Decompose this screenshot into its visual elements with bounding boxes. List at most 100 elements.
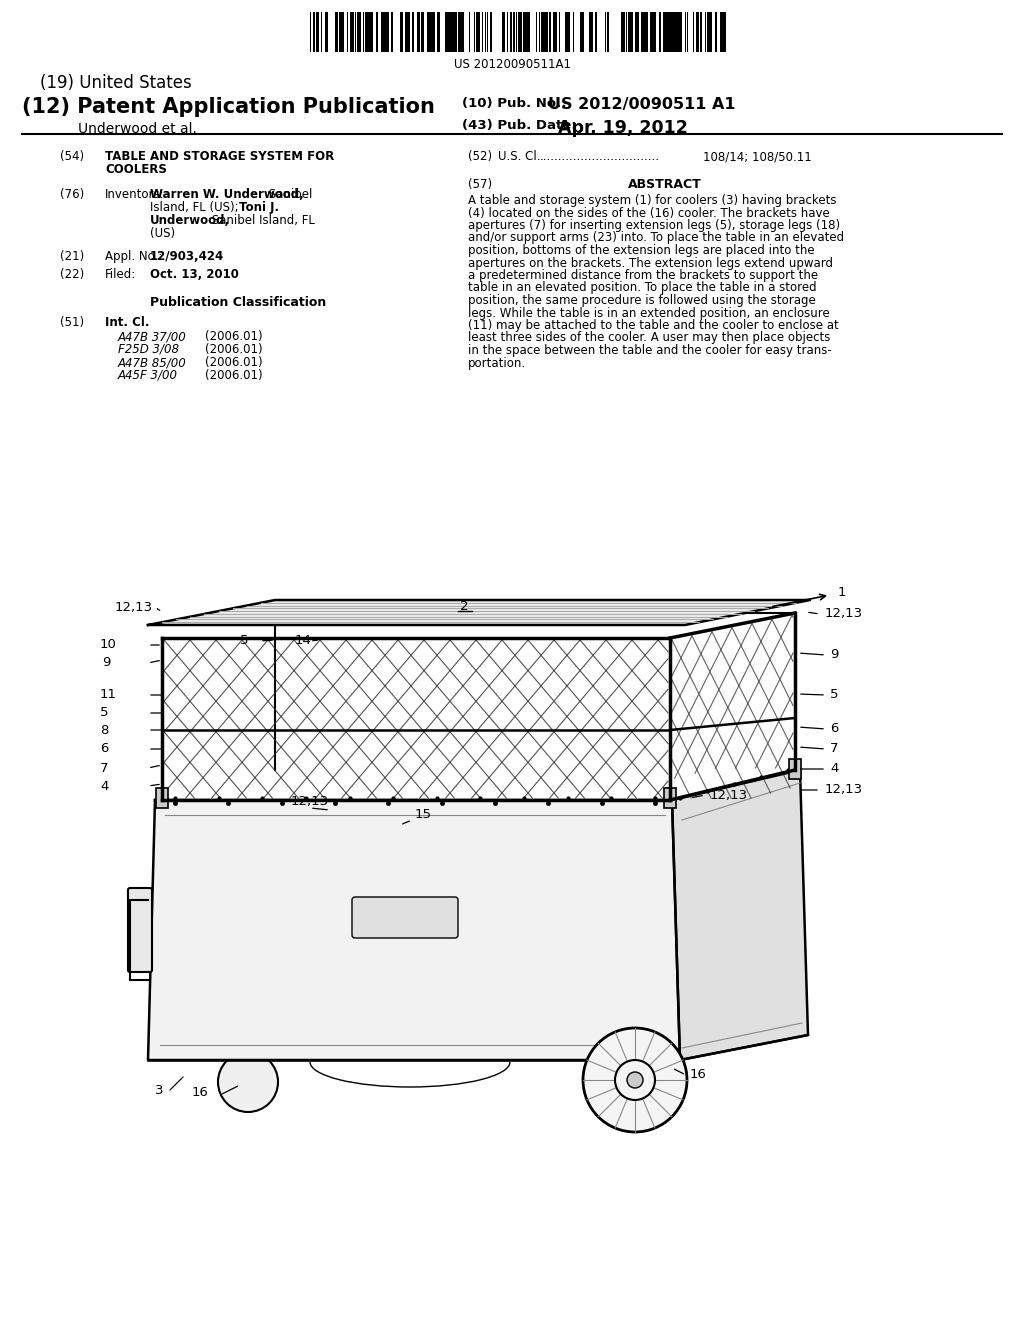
Bar [427,12,430,51]
Text: 9: 9 [830,648,839,661]
Text: 9: 9 [102,656,111,669]
Text: (22): (22) [60,268,84,281]
Polygon shape [148,601,810,624]
Text: ................................: ................................ [540,150,660,162]
Text: A47B 37/00: A47B 37/00 [118,330,186,343]
Text: (11) may be attached to the table and the cooler to enclose at: (11) may be attached to the table and th… [468,319,839,333]
Bar [412,12,414,51]
Bar [582,12,584,51]
Bar [542,12,545,51]
Text: (US): (US) [150,227,175,240]
Bar [659,12,662,51]
Bar [670,12,673,51]
Bar [607,12,609,51]
Bar [453,12,455,51]
Bar [490,12,492,51]
Text: (54): (54) [60,150,84,162]
Text: A table and storage system (1) for coolers (3) having brackets: A table and storage system (1) for coole… [468,194,837,207]
Bar [510,12,512,51]
Text: 12,13: 12,13 [710,788,749,801]
Bar [646,12,648,51]
Bar [589,12,591,51]
Bar [621,12,623,51]
Text: 12,13: 12,13 [825,784,863,796]
Text: table in an elevated position. To place the table in a stored: table in an elevated position. To place … [468,281,816,294]
Text: (21): (21) [60,249,84,263]
Text: 2: 2 [460,599,469,612]
Text: and/or support arms (23) into. To place the table in an elevated: and/or support arms (23) into. To place … [468,231,844,244]
Bar [407,12,410,51]
Bar [437,12,440,51]
Bar [591,12,593,51]
Polygon shape [148,800,680,1060]
Bar [715,12,717,51]
Bar [365,12,367,51]
Bar [458,12,461,51]
Bar [650,12,653,51]
Text: 1: 1 [838,586,847,599]
Text: 15: 15 [415,808,432,821]
Text: Island, FL (US);: Island, FL (US); [150,201,243,214]
Text: apertures on the brackets. The extension legs extend upward: apertures on the brackets. The extension… [468,256,833,269]
Bar [554,12,556,51]
Text: TABLE AND STORAGE SYSTEM FOR: TABLE AND STORAGE SYSTEM FOR [105,150,334,162]
Bar [790,759,801,779]
Bar [644,12,646,51]
Text: (10) Pub. No.:: (10) Pub. No.: [462,96,566,110]
Bar [339,12,341,51]
Text: Underwood,: Underwood, [150,214,230,227]
Bar [520,12,522,51]
Text: portation.: portation. [468,356,526,370]
Text: (2006.01): (2006.01) [205,330,262,343]
Bar [680,12,682,51]
Text: Underwood et al.: Underwood et al. [78,121,197,136]
Text: in the space between the table and the cooler for easy trans-: in the space between the table and the c… [468,345,831,356]
Circle shape [627,1072,643,1088]
Bar [351,12,353,51]
Text: position, the same procedure is followed using the storage: position, the same procedure is followed… [468,294,816,308]
Bar [447,12,449,51]
Text: Sanibel: Sanibel [265,187,312,201]
Bar [513,12,515,51]
Bar [316,12,319,51]
Bar [664,788,676,808]
Text: 108/14; 108/50.11: 108/14; 108/50.11 [703,150,812,162]
Text: Appl. No.:: Appl. No.: [105,249,162,263]
Bar [156,788,168,808]
Text: apertures (7) for inserting extension legs (5), storage legs (18): apertures (7) for inserting extension le… [468,219,840,232]
Text: 7: 7 [830,742,839,755]
Text: (4) located on the sides of the (16) cooler. The brackets have: (4) located on the sides of the (16) coo… [468,206,829,219]
Text: Toni J.: Toni J. [239,201,280,214]
Text: 11: 11 [100,689,117,701]
Text: (2006.01): (2006.01) [205,356,262,370]
Text: Apr. 19, 2012: Apr. 19, 2012 [558,119,688,137]
Text: (52): (52) [468,150,493,162]
Text: 12/903,424: 12/903,424 [150,249,224,263]
Text: 4: 4 [830,763,839,776]
Bar [628,12,631,51]
Bar [381,12,384,51]
Bar [462,12,464,51]
Text: (19) United States: (19) United States [40,74,191,92]
Bar [545,12,548,51]
Text: COOLERS: COOLERS [105,162,167,176]
Text: legs. While the table is in an extended position, an enclosure: legs. While the table is in an extended … [468,306,829,319]
Bar [325,12,327,51]
Text: 6: 6 [830,722,839,735]
Text: 10: 10 [100,639,117,652]
Bar [502,12,504,51]
Text: ABSTRACT: ABSTRACT [628,178,701,191]
Bar [708,12,710,51]
Text: Publication Classification: Publication Classification [151,296,327,309]
Text: (57): (57) [468,178,493,191]
Text: US 2012/0090511 A1: US 2012/0090511 A1 [548,96,735,112]
Circle shape [218,1052,278,1111]
Bar [595,12,597,51]
Text: 12,13: 12,13 [825,607,863,620]
Text: (43) Pub. Date:: (43) Pub. Date: [462,119,577,132]
Bar [450,12,452,51]
Bar [430,12,432,51]
Bar [724,12,726,51]
Text: Filed:: Filed: [105,268,136,281]
Text: 12,13: 12,13 [291,796,329,808]
